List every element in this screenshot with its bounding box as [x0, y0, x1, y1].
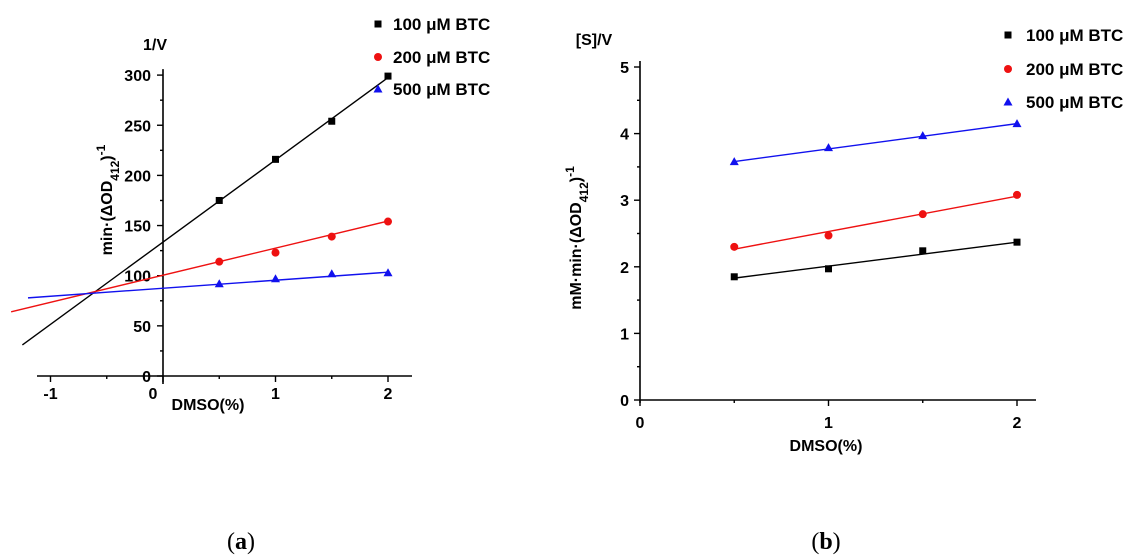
y-tick-label: 5	[620, 60, 629, 77]
data-point	[327, 232, 336, 241]
series-square	[21, 72, 392, 346]
y-tick-label: 2	[620, 260, 629, 277]
legend-marker	[1004, 65, 1012, 73]
data-point	[730, 242, 739, 251]
y-axis-title: 1/V	[143, 37, 167, 54]
legend-label: 200 μM BTC	[1026, 60, 1123, 79]
data-point	[215, 257, 224, 266]
data-point	[825, 265, 832, 273]
data-point	[327, 269, 337, 278]
y-tick-label: 3	[620, 193, 629, 210]
data-point	[730, 273, 738, 281]
legend-marker	[374, 53, 382, 61]
x-axis-label: DMSO(%)	[172, 397, 245, 414]
y-tick-label: 50	[133, 319, 151, 336]
x-tick-label: 2	[384, 386, 393, 403]
legend-label: 100 μM BTC	[1026, 26, 1123, 45]
legend-marker	[1003, 97, 1013, 106]
y-tick-label: 0	[142, 369, 151, 386]
series-circle	[730, 190, 1021, 251]
y-tick-label: 0	[620, 393, 629, 410]
data-point	[271, 274, 280, 283]
data-point	[214, 279, 224, 288]
legend-label: 500 μM BTC	[393, 80, 490, 99]
x-tick-label: 2	[1013, 415, 1022, 432]
panel-caption: (b)	[811, 529, 840, 555]
series-circle	[10, 217, 392, 313]
fit-line	[21, 77, 389, 346]
x-axis-label: DMSO(%)	[790, 438, 863, 455]
data-point	[919, 247, 927, 255]
data-point	[383, 268, 393, 277]
x-tick-label: 0	[636, 415, 645, 432]
x-tick-label: -1	[43, 386, 57, 403]
panel-b: 0 1 2 3 4 5 0 1 2 100 μM BTC 200 μM BTC 500 μM BTC […	[563, 26, 1123, 555]
legend-marker	[373, 84, 383, 93]
data-point	[1012, 119, 1022, 128]
y-axis-label: mM·min·(ΔOD412)-1	[563, 166, 591, 310]
data-point	[384, 217, 392, 226]
fit-line	[734, 241, 1018, 279]
data-point	[1013, 238, 1021, 246]
series-square	[730, 238, 1021, 281]
y-axis-title: [S]/V	[576, 32, 613, 49]
panel-caption: (a)	[227, 529, 255, 555]
data-point	[824, 231, 833, 240]
y-tick-label: 4	[620, 127, 629, 144]
panel-a: 0 50 100 150 200 250 300 -1 0 1 2 100 μM BTC 200 μM …	[10, 15, 490, 555]
data-point	[271, 248, 280, 257]
y-tick-label: 150	[124, 219, 151, 236]
series-triangle	[729, 119, 1022, 166]
y-tick-label: 300	[124, 68, 151, 85]
data-point	[1013, 190, 1021, 199]
data-point	[384, 72, 392, 80]
data-point	[272, 155, 279, 163]
data-point	[918, 210, 927, 219]
data-point	[918, 131, 928, 140]
x-tick-label: 1	[271, 386, 280, 403]
data-point	[328, 117, 336, 125]
series-triangle	[27, 268, 393, 299]
data-point	[729, 157, 739, 166]
legend-label: 100 μM BTC	[393, 15, 490, 34]
fit-line	[10, 220, 389, 313]
y-tick-label: 200	[124, 168, 151, 185]
fit-line	[734, 122, 1018, 163]
y-tick-label: 250	[124, 118, 151, 135]
data-point	[215, 196, 223, 204]
legend-label: 500 μM BTC	[1026, 93, 1123, 112]
y-axis-label: min·(ΔOD412)-1	[94, 144, 122, 255]
y-tick-label: 100	[124, 269, 151, 286]
legend-marker	[1004, 31, 1012, 39]
x-tick-label: 1	[824, 415, 833, 432]
y-tick-label: 1	[620, 326, 629, 343]
x-tick-label: 0	[149, 386, 158, 403]
legend-label: 200 μM BTC	[393, 48, 490, 67]
fit-line	[734, 195, 1018, 250]
data-point	[824, 143, 833, 152]
legend-marker	[374, 20, 382, 28]
